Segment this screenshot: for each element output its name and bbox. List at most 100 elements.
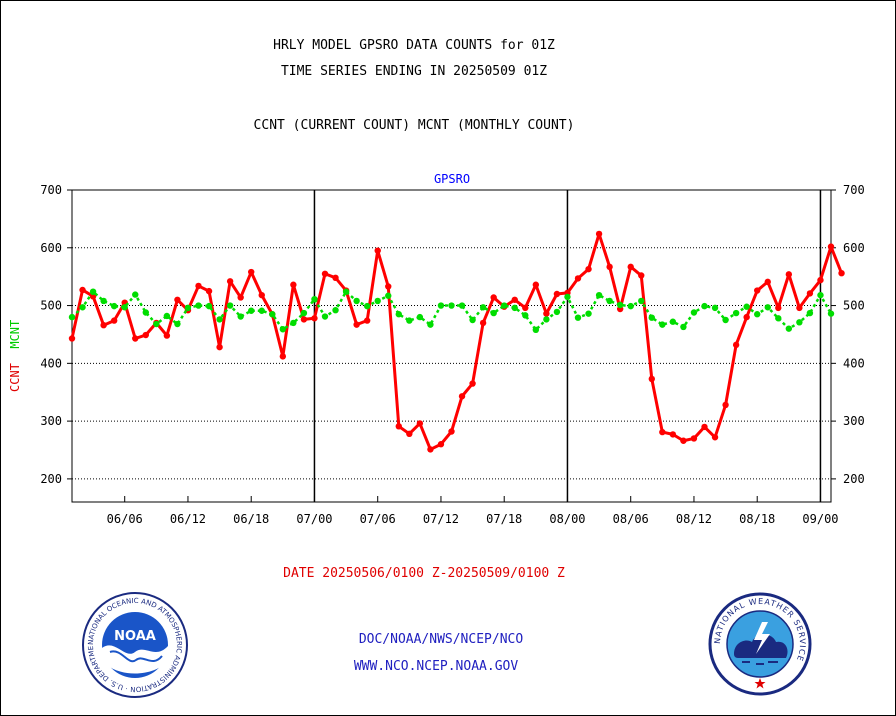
data-point-mcnt (226, 302, 234, 309)
data-point-mcnt (110, 302, 118, 310)
data-point-mcnt (511, 304, 518, 312)
x-tick-label: 06/12 (170, 512, 206, 526)
credit-line-2: WWW.NCO.NCEP.NOAA.GOV (353, 659, 519, 674)
data-point-mcnt (479, 304, 487, 311)
data-point-mcnt (585, 310, 592, 317)
data-point-mcnt (817, 291, 824, 299)
data-point-ccnt (374, 247, 381, 254)
data-point-ccnt (838, 270, 845, 277)
data-point-mcnt (680, 323, 687, 331)
data-point-ccnt (142, 331, 149, 339)
data-point-mcnt (79, 304, 86, 311)
data-point-ccnt (448, 428, 455, 435)
y-tick-label-left: 200 (40, 472, 62, 486)
data-point-mcnt (659, 321, 666, 328)
data-point-mcnt (279, 326, 287, 333)
data-point-mcnt (595, 291, 603, 299)
data-point-ccnt (226, 278, 234, 285)
data-point-ccnt (174, 296, 181, 303)
subtitle: CCNT (CURRENT COUNT) MCNT (MONTHLY COUNT… (253, 118, 575, 133)
data-point-ccnt (817, 276, 824, 284)
data-point-mcnt (722, 316, 729, 324)
data-point-mcnt (332, 306, 339, 314)
data-point-ccnt (606, 263, 613, 271)
data-point-mcnt (501, 302, 508, 309)
data-point-mcnt (490, 309, 497, 317)
x-tick-label: 07/12 (423, 512, 459, 526)
y-tick-label-left: 500 (40, 299, 62, 313)
x-tick-label: 08/00 (549, 512, 585, 526)
data-point-mcnt (532, 326, 540, 334)
data-point-ccnt (669, 431, 677, 438)
data-point-mcnt (216, 316, 223, 323)
data-point-ccnt (195, 282, 202, 290)
data-point-ccnt (279, 353, 287, 360)
noaa-logo[interactable]: NATIONAL OCEANIC AND ATMOSPHERIC ADMINIS… (80, 590, 190, 700)
data-point-ccnt (796, 304, 803, 312)
data-point-mcnt (806, 309, 814, 317)
data-point-mcnt (395, 311, 402, 318)
data-point-mcnt (448, 302, 455, 309)
data-point-mcnt (68, 313, 76, 321)
data-point-mcnt (184, 304, 192, 312)
data-point-mcnt (775, 315, 782, 322)
data-point-mcnt (363, 302, 371, 310)
nws-logo[interactable]: NATIONAL WEATHER SERVICE (708, 592, 812, 696)
data-point-ccnt (353, 321, 360, 328)
data-point-ccnt (479, 319, 487, 327)
chart-title: GPSRO (433, 172, 471, 186)
data-point-mcnt (100, 297, 107, 305)
data-point-mcnt (627, 302, 634, 310)
data-point-ccnt (321, 270, 329, 277)
data-point-ccnt (300, 316, 308, 323)
data-point-ccnt (490, 294, 497, 301)
data-point-mcnt (754, 311, 761, 318)
data-point-ccnt (100, 322, 107, 329)
series-line-mcnt (71, 290, 833, 332)
data-point-mcnt (385, 292, 392, 299)
data-point-ccnt (311, 315, 318, 322)
data-point-mcnt (89, 288, 97, 295)
data-point-mcnt (205, 302, 213, 310)
data-point-mcnt (458, 302, 466, 309)
data-point-mcnt (469, 316, 476, 324)
data-point-ccnt (248, 268, 255, 276)
data-point-mcnt (616, 301, 624, 309)
data-point-ccnt (406, 430, 413, 438)
data-point-mcnt (163, 312, 171, 320)
data-point-ccnt (532, 281, 540, 288)
data-point-ccnt (743, 313, 750, 321)
data-point-ccnt (595, 230, 603, 238)
data-point-ccnt (132, 335, 139, 342)
data-point-ccnt (764, 278, 771, 286)
data-point-ccnt (332, 274, 339, 282)
data-point-mcnt (258, 307, 265, 314)
data-point-ccnt (110, 317, 118, 324)
series-line-ccnt (70, 232, 843, 451)
data-point-mcnt (374, 297, 381, 305)
data-point-ccnt (827, 243, 835, 250)
x-tick-label: 09/00 (802, 512, 838, 526)
data-point-ccnt (522, 304, 529, 312)
y-tick-label-right: 400 (843, 356, 865, 370)
data-point-mcnt (427, 321, 434, 328)
data-point-ccnt (458, 393, 466, 400)
data-point-mcnt (574, 314, 582, 321)
data-point-mcnt (543, 316, 550, 323)
data-point-ccnt (363, 317, 371, 324)
data-point-mcnt (669, 318, 677, 325)
y-tick-label-left: 700 (40, 183, 62, 197)
y-tick-label-left: 300 (40, 414, 62, 428)
data-point-mcnt (764, 304, 771, 311)
data-point-mcnt (237, 313, 244, 320)
data-point-ccnt (680, 437, 687, 444)
data-point-mcnt (321, 313, 329, 320)
y-tick-label-right: 600 (843, 241, 865, 255)
data-point-ccnt (395, 423, 402, 430)
x-tick-label: 06/06 (107, 512, 143, 526)
data-point-mcnt (437, 302, 445, 309)
y-tick-label-right: 500 (843, 299, 865, 313)
data-point-mcnt (690, 309, 698, 316)
data-point-mcnt (522, 312, 529, 319)
data-point-ccnt (806, 290, 814, 297)
